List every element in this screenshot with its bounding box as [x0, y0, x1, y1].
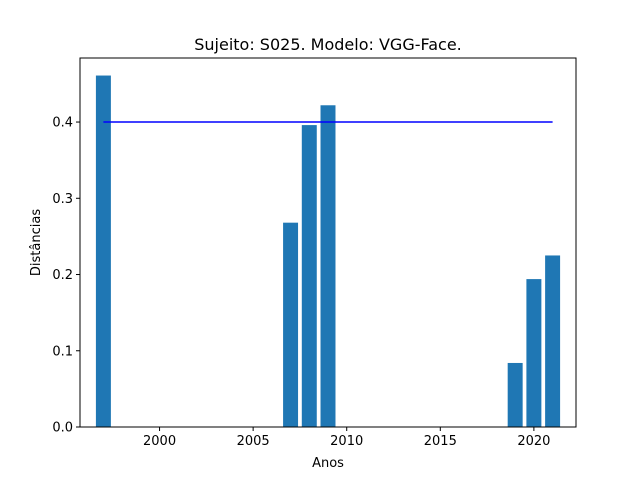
y-axis-ticks: 0.0 0.1 0.2 0.3 0.4 [52, 116, 80, 436]
y-axis-label: Distâncias [29, 209, 44, 276]
x-axis-ticks: 2000 2005 2010 2015 2020 [143, 427, 550, 449]
y-tick-label-2: 0.2 [52, 268, 73, 283]
chart-title: Sujeito: S025. Modelo: VGG-Face. [194, 35, 462, 54]
bar-2008 [301, 125, 317, 427]
x-tick-label-2020: 2020 [517, 434, 550, 449]
y-tick-label-1: 0.1 [52, 344, 73, 359]
bar-2020 [526, 279, 542, 427]
bar-2021 [545, 255, 561, 427]
x-tick-label-2010: 2010 [330, 434, 363, 449]
y-tick-label-0: 0.0 [52, 421, 73, 436]
y-tick-label-4: 0.4 [52, 116, 73, 131]
x-axis-label: Anos [312, 456, 344, 471]
x-tick-label-2015: 2015 [424, 434, 457, 449]
bar-2007 [283, 222, 299, 427]
x-tick-label-2005: 2005 [237, 434, 270, 449]
x-tick-label-2000: 2000 [143, 434, 176, 449]
y-tick-label-3: 0.3 [52, 192, 73, 207]
plot-frame [79, 57, 577, 428]
bar-2019 [507, 362, 523, 427]
bar-1997 [95, 75, 111, 427]
bar-2009 [320, 105, 336, 428]
bars-group [95, 75, 561, 428]
